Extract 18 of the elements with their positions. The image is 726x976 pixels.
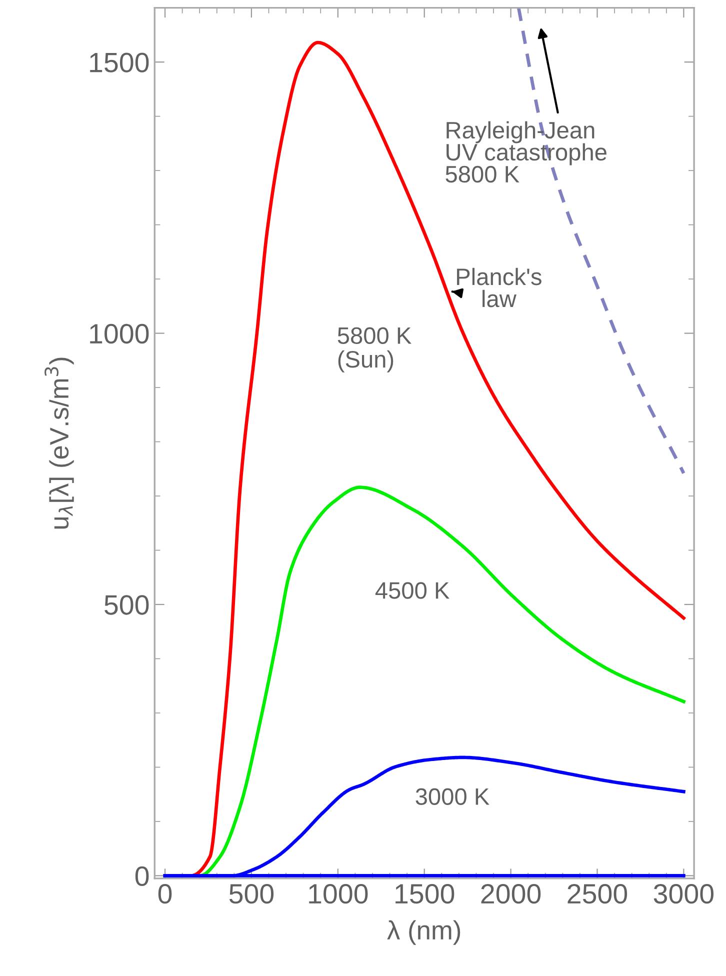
annotation: Rayleigh-Jean UV catastrophe 5800 K (446, 121, 606, 183)
x-tick-label: 0 (158, 884, 172, 904)
y-axis-title: u$_{λ}$[λ] (eV.s/m$^{3}$) (44, 358, 74, 529)
x-tick-label: 1500 (396, 884, 454, 904)
y-tick-label: 1500 (90, 52, 149, 72)
x-tick-label: 3000 (654, 884, 714, 904)
y-tick-label: 0 (135, 866, 149, 886)
series-label: 3000 K (416, 788, 490, 805)
series-label: 4500 K (375, 582, 450, 599)
x-tick-label: 1000 (309, 884, 368, 904)
x-tick-label: 2000 (481, 884, 541, 904)
x-tick-label: 500 (229, 884, 274, 904)
annotation: Planck's law (457, 268, 542, 308)
y-tick-label: 1000 (90, 324, 149, 344)
x-axis-title: λ (nm) (387, 920, 460, 945)
y-tick-label: 500 (104, 595, 149, 615)
x-tick-label: 2500 (568, 884, 628, 904)
series-label: 5800 K (Sun) (338, 327, 412, 372)
